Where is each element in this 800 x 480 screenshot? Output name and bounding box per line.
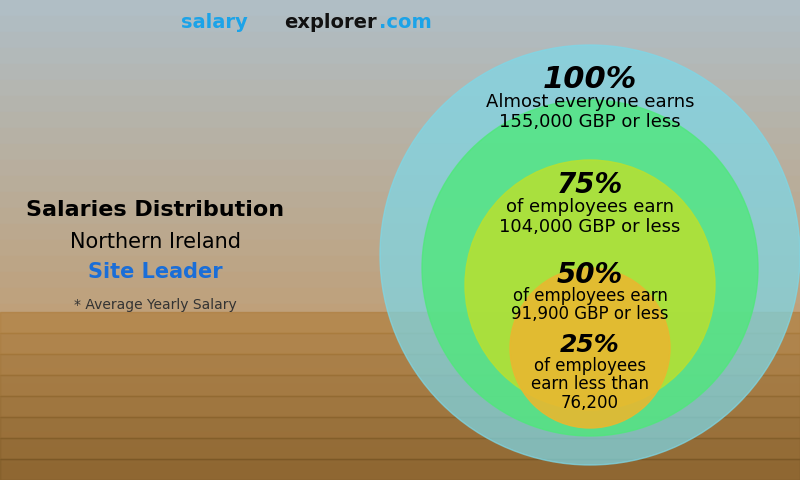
Bar: [0, 368, 800, 384]
Text: * Average Yearly Salary: * Average Yearly Salary: [74, 298, 236, 312]
Bar: [0, 304, 800, 320]
Bar: [0, 240, 800, 256]
Bar: [0, 396, 800, 417]
Bar: [0, 16, 800, 32]
Text: 155,000 GBP or less: 155,000 GBP or less: [499, 113, 681, 132]
Text: of employees: of employees: [534, 357, 646, 374]
Text: salary: salary: [182, 12, 248, 32]
Bar: [0, 160, 800, 176]
Bar: [0, 432, 800, 448]
Bar: [0, 0, 800, 16]
Text: Salaries Distribution: Salaries Distribution: [26, 200, 284, 220]
Text: 104,000 GBP or less: 104,000 GBP or less: [499, 218, 681, 236]
Bar: [0, 48, 800, 64]
Text: Site Leader: Site Leader: [88, 262, 222, 282]
Text: .com: .com: [378, 12, 431, 32]
Bar: [0, 375, 800, 396]
Text: 25%: 25%: [560, 333, 620, 357]
Bar: [0, 352, 800, 368]
Bar: [0, 112, 800, 128]
Bar: [0, 208, 800, 224]
Bar: [0, 256, 800, 272]
Bar: [0, 176, 800, 192]
Circle shape: [510, 268, 670, 428]
Bar: [0, 464, 800, 480]
Bar: [0, 64, 800, 80]
Bar: [0, 312, 800, 333]
Bar: [0, 192, 800, 208]
Bar: [0, 128, 800, 144]
Text: 75%: 75%: [557, 171, 623, 199]
Bar: [0, 288, 800, 304]
Text: of employees earn: of employees earn: [513, 287, 667, 305]
Bar: [0, 336, 800, 352]
Bar: [0, 400, 800, 416]
Bar: [0, 80, 800, 96]
Bar: [0, 32, 800, 48]
Text: 50%: 50%: [557, 261, 623, 289]
Text: 76,200: 76,200: [561, 394, 619, 412]
Text: explorer: explorer: [284, 12, 376, 32]
Bar: [0, 438, 800, 459]
Bar: [0, 272, 800, 288]
Text: 100%: 100%: [543, 65, 637, 95]
Bar: [0, 416, 800, 432]
Bar: [0, 320, 800, 336]
Text: earn less than: earn less than: [531, 375, 649, 393]
Circle shape: [380, 45, 800, 465]
Circle shape: [422, 100, 758, 436]
Circle shape: [465, 160, 715, 410]
Bar: [0, 354, 800, 375]
Text: Northern Ireland: Northern Ireland: [70, 232, 241, 252]
Text: of employees earn: of employees earn: [506, 198, 674, 216]
Bar: [0, 144, 800, 160]
Bar: [0, 448, 800, 464]
Bar: [0, 384, 800, 400]
Bar: [0, 459, 800, 480]
Bar: [0, 417, 800, 438]
Bar: [0, 333, 800, 354]
Text: 91,900 GBP or less: 91,900 GBP or less: [511, 305, 669, 323]
Bar: [0, 224, 800, 240]
Text: Almost everyone earns: Almost everyone earns: [486, 93, 694, 111]
Bar: [0, 96, 800, 112]
